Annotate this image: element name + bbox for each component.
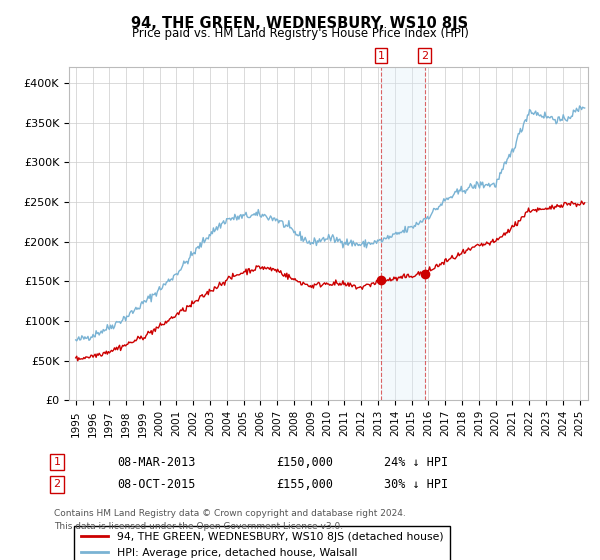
Bar bbox=[381, 67, 425, 400]
Text: £155,000: £155,000 bbox=[276, 478, 333, 491]
Legend: 94, THE GREEN, WEDNESBURY, WS10 8JS (detached house), HPI: Average price, detach: 94, THE GREEN, WEDNESBURY, WS10 8JS (det… bbox=[74, 526, 450, 560]
Text: Contains HM Land Registry data © Crown copyright and database right 2024.
This d: Contains HM Land Registry data © Crown c… bbox=[54, 508, 406, 531]
Text: £150,000: £150,000 bbox=[276, 455, 333, 469]
Text: Price paid vs. HM Land Registry's House Price Index (HPI): Price paid vs. HM Land Registry's House … bbox=[131, 27, 469, 40]
Text: 2: 2 bbox=[53, 479, 61, 489]
Text: 1: 1 bbox=[377, 50, 385, 60]
Text: 08-OCT-2015: 08-OCT-2015 bbox=[117, 478, 196, 491]
Text: 94, THE GREEN, WEDNESBURY, WS10 8JS: 94, THE GREEN, WEDNESBURY, WS10 8JS bbox=[131, 16, 469, 31]
Text: 08-MAR-2013: 08-MAR-2013 bbox=[117, 455, 196, 469]
Text: 24% ↓ HPI: 24% ↓ HPI bbox=[384, 455, 448, 469]
Text: 30% ↓ HPI: 30% ↓ HPI bbox=[384, 478, 448, 491]
Text: 1: 1 bbox=[53, 457, 61, 467]
Text: 2: 2 bbox=[421, 50, 428, 60]
